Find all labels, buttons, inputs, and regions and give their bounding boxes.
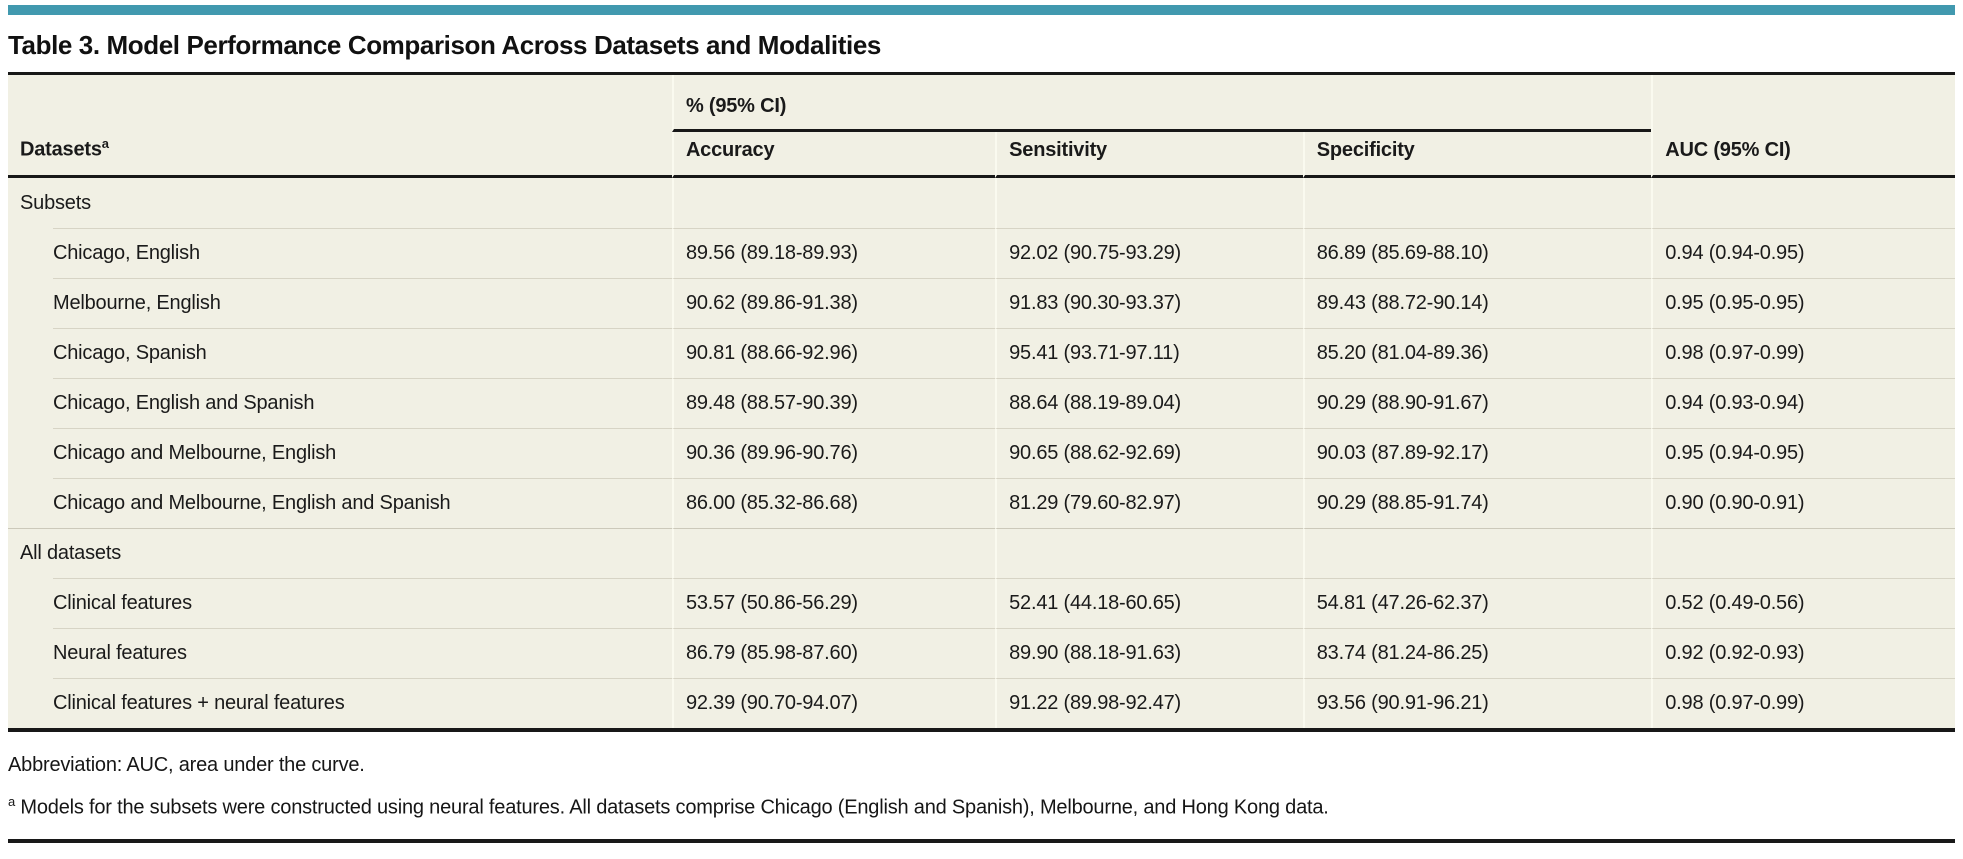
column-header-datasets: Datasetsa (8, 132, 672, 178)
column-header-row: Datasetsa Accuracy Sensitivity Specifici… (8, 132, 1955, 178)
sensitivity-cell: 52.41 (44.18-60.65) (995, 578, 1303, 628)
auc-cell: 0.94 (0.93-0.94) (1651, 378, 1955, 428)
table-row: Chicago, Spanish 90.81 (88.66-92.96) 95.… (8, 328, 1955, 378)
page: Table 3. Model Performance Comparison Ac… (0, 5, 1963, 859)
section-label: Subsets (20, 191, 91, 214)
specificity-cell: 85.20 (81.04-89.36) (1302, 328, 1652, 378)
group-header-95ci: % (95% CI) (671, 75, 1652, 132)
specificity-cell: 89.43 (88.72-90.14) (1302, 278, 1652, 328)
dataset-cell: Neural features (8, 628, 672, 678)
sensitivity-cell: 92.02 (90.75-93.29) (995, 228, 1303, 278)
table-row: Chicago, English and Spanish 89.48 (88.5… (8, 378, 1955, 428)
specificity-cell: 86.89 (85.69-88.10) (1302, 228, 1652, 278)
bottom-rule (8, 838, 1955, 843)
performance-table: % (95% CI) Datasetsa Accuracy Sensitivit… (8, 75, 1955, 728)
empty-header-cell (8, 75, 672, 132)
accuracy-cell: 89.56 (89.18-89.93) (671, 228, 996, 278)
accuracy-cell: 90.81 (88.66-92.96) (671, 328, 996, 378)
empty-cell (1302, 178, 1652, 228)
specificity-cell: 54.81 (47.26-62.37) (1302, 578, 1652, 628)
accuracy-cell: 53.57 (50.86-56.29) (671, 578, 996, 628)
table-row: Clinical features 53.57 (50.86-56.29) 52… (8, 578, 1955, 628)
auc-cell: 0.90 (0.90-0.91) (1651, 478, 1955, 528)
sensitivity-cell: 89.90 (88.18-91.63) (995, 628, 1303, 678)
dataset-cell: Clinical features + neural features (8, 678, 672, 728)
specificity-cell: 83.74 (81.24-86.25) (1302, 628, 1652, 678)
auc-cell: 0.98 (0.97-0.99) (1651, 328, 1955, 378)
column-header-specificity: Specificity (1302, 132, 1652, 178)
empty-cell (671, 528, 996, 578)
dataset-cell: Chicago, English (8, 228, 672, 278)
footnotes: Abbreviation: AUC, area under the curve.… (8, 754, 1955, 820)
footnote-a-text: Models for the subsets were constructed … (20, 796, 1329, 819)
datasets-label: Datasets (20, 139, 102, 161)
table-row: Neural features 86.79 (85.98-87.60) 89.9… (8, 628, 1955, 678)
section-label: All datasets (8, 528, 672, 578)
section-row-all-datasets: All datasets (8, 528, 1955, 578)
sensitivity-cell: 81.29 (79.60-82.97) (995, 478, 1303, 528)
dataset-cell: Chicago, Spanish (8, 328, 672, 378)
auc-cell: 0.95 (0.95-0.95) (1651, 278, 1955, 328)
auc-cell: 0.94 (0.94-0.95) (1651, 228, 1955, 278)
footnote-a-marker: a (8, 794, 16, 809)
dataset-cell: Chicago and Melbourne, English and Spani… (8, 478, 672, 528)
footnote-abbreviation: Abbreviation: AUC, area under the curve. (8, 754, 365, 776)
accuracy-cell: 92.39 (90.70-94.07) (671, 678, 996, 728)
auc-cell: 0.98 (0.97-0.99) (1651, 678, 1955, 728)
table-title: Table 3. Model Performance Comparison Ac… (8, 30, 881, 60)
column-header-accuracy: Accuracy (671, 132, 996, 178)
empty-cell (1651, 528, 1955, 578)
group-header-row: % (95% CI) (8, 75, 1955, 132)
table-row: Melbourne, English 90.62 (89.86-91.38) 9… (8, 278, 1955, 328)
accuracy-cell: 89.48 (88.57-90.39) (671, 378, 996, 428)
dataset-cell: Chicago, English and Spanish (8, 378, 672, 428)
column-header-sensitivity: Sensitivity (995, 132, 1303, 178)
sensitivity-cell: 91.83 (90.30-93.37) (995, 278, 1303, 328)
dataset-cell: Chicago and Melbourne, English (8, 428, 672, 478)
specificity-cell: 90.29 (88.85-91.74) (1302, 478, 1652, 528)
teal-accent-bar (8, 5, 1955, 15)
specificity-cell: 90.29 (88.90-91.67) (1302, 378, 1652, 428)
table-header: % (95% CI) Datasetsa Accuracy Sensitivit… (8, 75, 1955, 178)
section-row-subsets: Subsets (8, 178, 1955, 228)
empty-cell (995, 528, 1303, 578)
dataset-cell: Clinical features (8, 578, 672, 628)
accuracy-cell: 90.62 (89.86-91.38) (671, 278, 996, 328)
empty-cell (671, 178, 995, 228)
specificity-cell: 90.03 (87.89-92.17) (1302, 428, 1652, 478)
footnote-a: a Models for the subsets were constructe… (8, 794, 1955, 820)
sensitivity-cell: 90.65 (88.62-92.69) (995, 428, 1303, 478)
auc-cell: 0.52 (0.49-0.56) (1651, 578, 1955, 628)
empty-cell (1651, 178, 1955, 228)
sensitivity-cell: 95.41 (93.71-97.11) (995, 328, 1303, 378)
table-row: Chicago and Melbourne, English and Spani… (8, 478, 1955, 528)
table-row: Chicago, English 89.56 (89.18-89.93) 92.… (8, 228, 1955, 278)
auc-cell: 0.92 (0.92-0.93) (1651, 628, 1955, 678)
sensitivity-cell: 88.64 (88.19-89.04) (995, 378, 1303, 428)
accuracy-cell: 86.79 (85.98-87.60) (671, 628, 996, 678)
table-container: % (95% CI) Datasetsa Accuracy Sensitivit… (8, 72, 1955, 732)
dataset-cell: Melbourne, English (8, 278, 672, 328)
datasets-footnote-marker: a (101, 136, 110, 152)
table-body: Subsets Chicago, English 89.56 (89.18-89… (8, 178, 1955, 728)
accuracy-cell: 90.36 (89.96-90.76) (671, 428, 996, 478)
sensitivity-cell: 91.22 (89.98-92.47) (995, 678, 1303, 728)
empty-header-cell (1651, 75, 1955, 132)
empty-cell (995, 178, 1303, 228)
accuracy-cell: 86.00 (85.32-86.68) (671, 478, 996, 528)
auc-cell: 0.95 (0.94-0.95) (1651, 428, 1955, 478)
column-header-auc: AUC (95% CI) (1651, 132, 1955, 178)
specificity-cell: 93.56 (90.91-96.21) (1302, 678, 1652, 728)
table-row: Clinical features + neural features 92.3… (8, 678, 1955, 728)
table-row: Chicago and Melbourne, English 90.36 (89… (8, 428, 1955, 478)
empty-cell (1302, 528, 1652, 578)
